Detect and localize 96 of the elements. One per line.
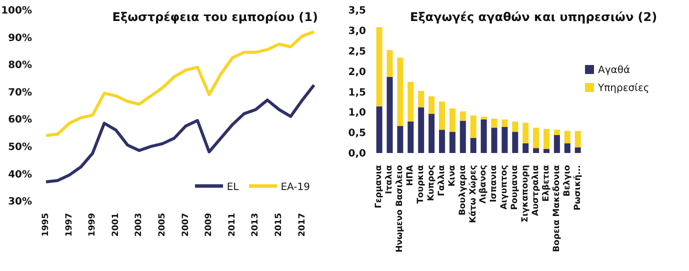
x-tick-label: 2013 [250, 212, 261, 237]
bar [470, 115, 476, 138]
y-tick-label: 3,5 [348, 6, 366, 17]
x-tick-label: Κάτω Χώρες [468, 165, 478, 223]
bar [408, 82, 414, 122]
x-tick-label: 1995 [41, 212, 51, 237]
bar [428, 114, 435, 153]
bar [386, 77, 393, 153]
x-tick-label: Βελγιο [562, 164, 572, 197]
x-tick-label: 2009 [204, 212, 214, 237]
bar [522, 143, 529, 153]
bar [439, 102, 445, 130]
x-tick-label: Ισπανια [489, 164, 500, 202]
bar [544, 148, 550, 153]
bar [376, 27, 382, 106]
bar [491, 118, 498, 128]
bar [533, 128, 540, 148]
bar [397, 126, 404, 153]
x-tick-label: Γερμανια [374, 164, 384, 208]
x-tick-label: Λιβανος [478, 165, 489, 204]
bar [376, 106, 382, 153]
bar [439, 130, 445, 153]
x-tick-label: ΗΠΑ [406, 164, 416, 186]
x-tick-label: 1999 [88, 212, 98, 237]
bar [554, 130, 560, 136]
y-tick-label: 3,0 [348, 26, 366, 37]
bar [470, 138, 476, 153]
bar [574, 147, 581, 153]
x-tick-label: 2003 [134, 212, 144, 237]
y-tick-label: 1,5 [348, 87, 366, 98]
x-tick-label: Ιταλια [384, 164, 395, 194]
bar [512, 132, 518, 153]
bar [386, 50, 393, 78]
bar [502, 126, 508, 153]
bar [512, 122, 518, 132]
x-tick-label: Κυπρος [426, 165, 436, 202]
bar [544, 128, 550, 149]
x-tick-label: 2001 [110, 212, 121, 237]
y-tick-label: 2,5 [348, 46, 366, 58]
y-tick-label: 50% [8, 142, 32, 153]
bar [522, 122, 529, 144]
x-tick-label: Τουρκια [416, 164, 426, 204]
legend-label: Υπηρεσίες [598, 83, 650, 94]
x-tick-label: Βορεια Μακεδονια [552, 164, 562, 252]
x-tick-label: Σιγκαπουρη [520, 165, 531, 222]
bar [418, 107, 424, 153]
x-tick-label: Κινα [447, 164, 458, 187]
bar [408, 122, 414, 153]
y-tick-label: 40% [8, 169, 32, 180]
bar [554, 135, 560, 153]
y-tick-label: 100% [1, 6, 32, 17]
y-tick-label: 80% [8, 60, 32, 72]
y-tick-label: 0,5 [348, 128, 366, 140]
x-tick-label: 2007 [180, 212, 191, 237]
bar [460, 111, 466, 121]
legend-label: Αγαθά [598, 65, 630, 76]
bar [460, 120, 466, 153]
x-tick-label: Αιγυπτος [500, 165, 510, 210]
y-tick-label: 30% [8, 196, 32, 208]
bar [397, 58, 404, 126]
bar [491, 128, 498, 153]
bar [564, 130, 570, 144]
bar [428, 96, 435, 114]
x-tick-label: 2011 [227, 212, 238, 237]
chart-title: Εξαγωγές αγαθών και υπηρεσιών (2) [410, 10, 658, 24]
x-tick-label: Ηνωμενο Βασιλειο [395, 164, 406, 252]
legend-label: EA-19 [280, 182, 310, 193]
x-tick-label: Ρουμανια [510, 164, 520, 210]
bar [574, 130, 581, 148]
x-tick-label: 2017 [297, 212, 308, 237]
bar [449, 108, 456, 132]
x-tick-label: Ελβετια [541, 164, 552, 202]
x-tick-label: Ρωσική... [572, 165, 583, 210]
line-series [44, 84, 316, 184]
x-tick-label: 2015 [274, 212, 284, 237]
legend-label: EL [226, 182, 239, 193]
bar [418, 90, 424, 108]
y-tick-label: 2,0 [348, 66, 366, 78]
y-tick-label: 1,0 [348, 108, 366, 119]
bar [480, 119, 487, 153]
y-tick-label: 90% [8, 32, 32, 44]
y-tick-label: 0,0 [348, 148, 366, 160]
bar [502, 119, 508, 127]
bar [480, 116, 487, 120]
bar [564, 143, 570, 153]
x-tick-label: Γαλλια [436, 164, 447, 196]
bar [533, 148, 540, 153]
y-tick-label: 70% [8, 87, 32, 98]
x-tick-label: Βουλγαρια [458, 164, 468, 216]
x-tick-label: 2005 [158, 212, 168, 237]
x-tick-label: 1997 [64, 212, 74, 237]
line-series [44, 30, 316, 138]
bar [449, 132, 456, 153]
x-tick-label: Αυστραλια [530, 164, 541, 216]
chart-title: Εξωστρέφεια του εμπορίου (1) [112, 10, 318, 24]
y-tick-label: 60% [8, 114, 32, 126]
